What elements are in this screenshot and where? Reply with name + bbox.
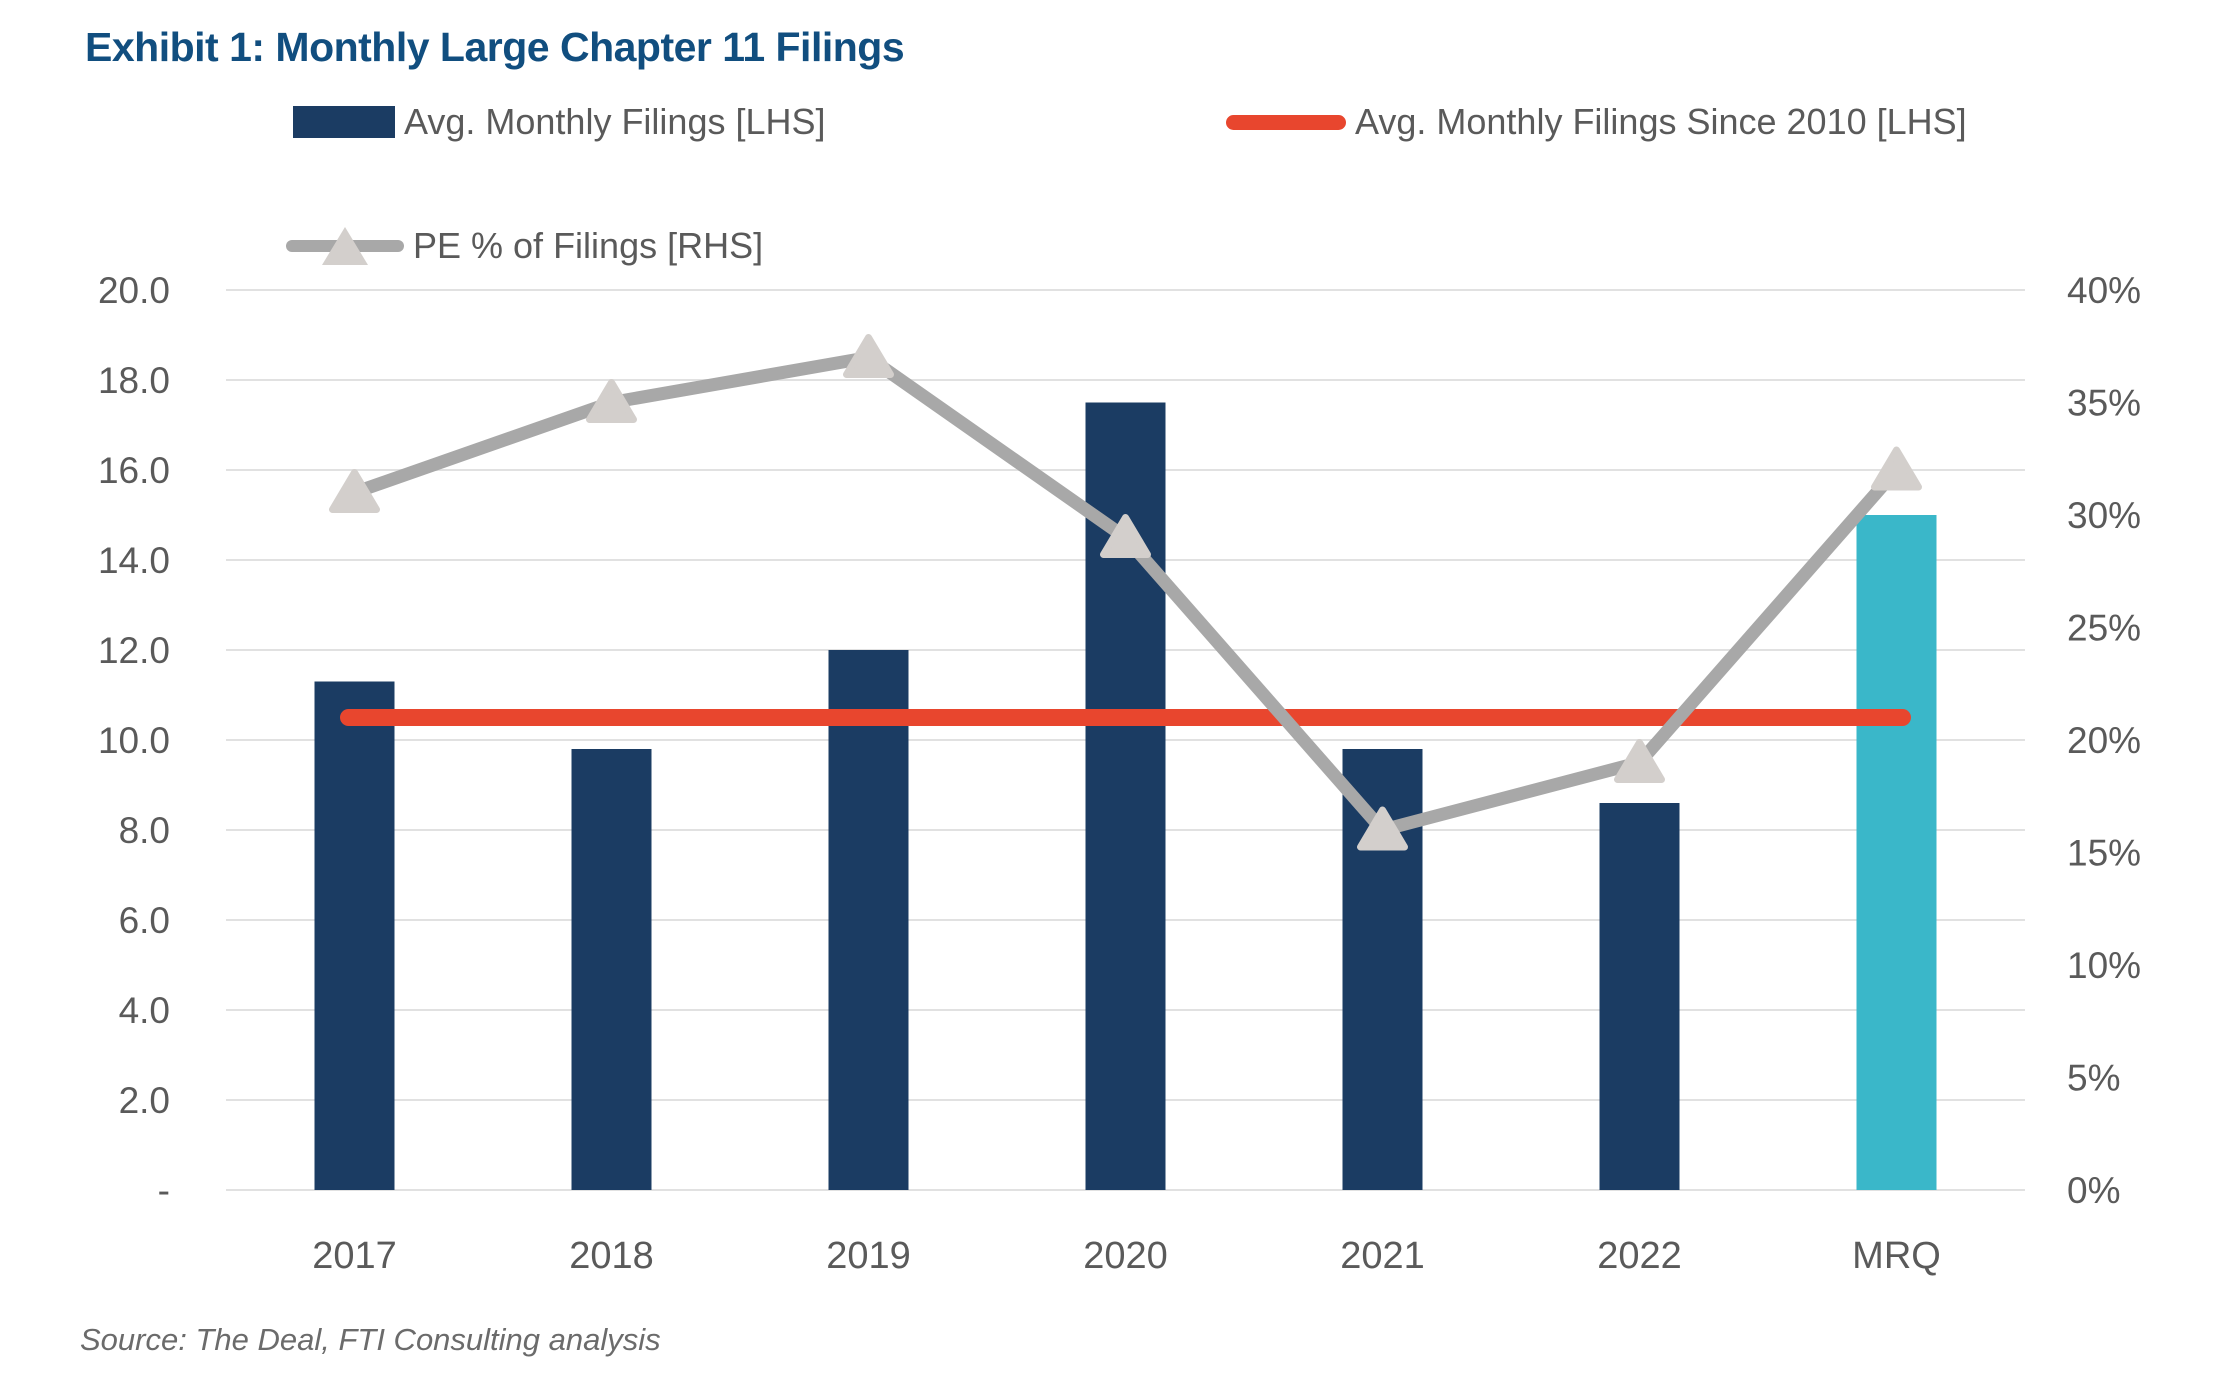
pe-marker-2019 (843, 334, 894, 378)
legend-pe-line-label: PE % of Filings [RHS] (413, 225, 764, 266)
category-label-2019: 2019 (826, 1235, 911, 1277)
chart-title: Exhibit 1: Monthly Large Chapter 11 Fili… (85, 24, 905, 70)
bar-2018 (571, 749, 652, 1190)
pe-marker-2018 (586, 379, 637, 423)
left-axis-tick-16.0: 16.0 (98, 450, 170, 491)
bar-swatch-icon (293, 106, 395, 138)
left-axis-tick-2.0: 2.0 (119, 1080, 170, 1121)
pe-marker-2020 (1100, 514, 1151, 558)
right-axis-tick-40%: 40% (2067, 270, 2141, 311)
pe-marker-2021 (1357, 806, 1408, 851)
gray-line-triangle-swatch-icon (286, 226, 404, 266)
bar-2017 (314, 681, 395, 1190)
category-label-2020: 2020 (1083, 1235, 1168, 1277)
legend-item-monthly-filings: Avg. Monthly Filings [LHS] (293, 101, 826, 142)
pe-marker-2017 (329, 469, 380, 513)
bar-2022 (1599, 803, 1680, 1190)
right-axis-tick-10%: 10% (2067, 945, 2141, 986)
left-axis-tick--: - (158, 1170, 170, 1211)
category-label-2022: 2022 (1597, 1235, 1682, 1277)
source-note: Source: The Deal, FTI Consulting analysi… (80, 1322, 661, 1357)
triangle-marker-icon (322, 227, 368, 265)
left-axis-tick-4.0: 4.0 (119, 990, 170, 1031)
left-axis-tick-6.0: 6.0 (119, 900, 170, 941)
legend-item-avg-since-2010: Avg. Monthly Filings Since 2010 [LHS] (1226, 101, 1967, 142)
right-axis-tick-15%: 15% (2067, 833, 2141, 874)
legend-avg-line-label: Avg. Monthly Filings Since 2010 [LHS] (1355, 101, 1967, 142)
pe-marker-MRQ (1871, 446, 1922, 491)
pe-marker-2022 (1614, 739, 1665, 783)
right-axis-tick-5%: 5% (2067, 1058, 2120, 1099)
left-axis-tick-10.0: 10.0 (98, 720, 170, 761)
right-axis-tick-20%: 20% (2067, 720, 2141, 761)
left-axis-tick-12.0: 12.0 (98, 630, 170, 671)
right-axis-tick-0%: 0% (2067, 1170, 2120, 1211)
right-axis-tick-25%: 25% (2067, 608, 2141, 649)
right-axis-tick-35%: 35% (2067, 383, 2141, 424)
category-label-2017: 2017 (312, 1235, 397, 1277)
red-line-swatch-icon (1226, 114, 1346, 130)
right-axis-tick-30%: 30% (2067, 495, 2141, 536)
legend-item-pe-pct: PE % of Filings [RHS] (286, 225, 764, 266)
left-axis-tick-20.0: 20.0 (98, 270, 170, 311)
category-label-2021: 2021 (1340, 1235, 1425, 1277)
left-axis-tick-14.0: 14.0 (98, 540, 170, 581)
bar-2019 (828, 650, 909, 1190)
category-label-MRQ: MRQ (1852, 1235, 1941, 1277)
left-axis-tick-8.0: 8.0 (119, 810, 170, 851)
left-axis-tick-18.0: 18.0 (98, 360, 170, 401)
legend-bar-label: Avg. Monthly Filings [LHS] (404, 101, 826, 142)
category-label-2018: 2018 (569, 1235, 654, 1277)
bar-MRQ (1856, 515, 1937, 1190)
